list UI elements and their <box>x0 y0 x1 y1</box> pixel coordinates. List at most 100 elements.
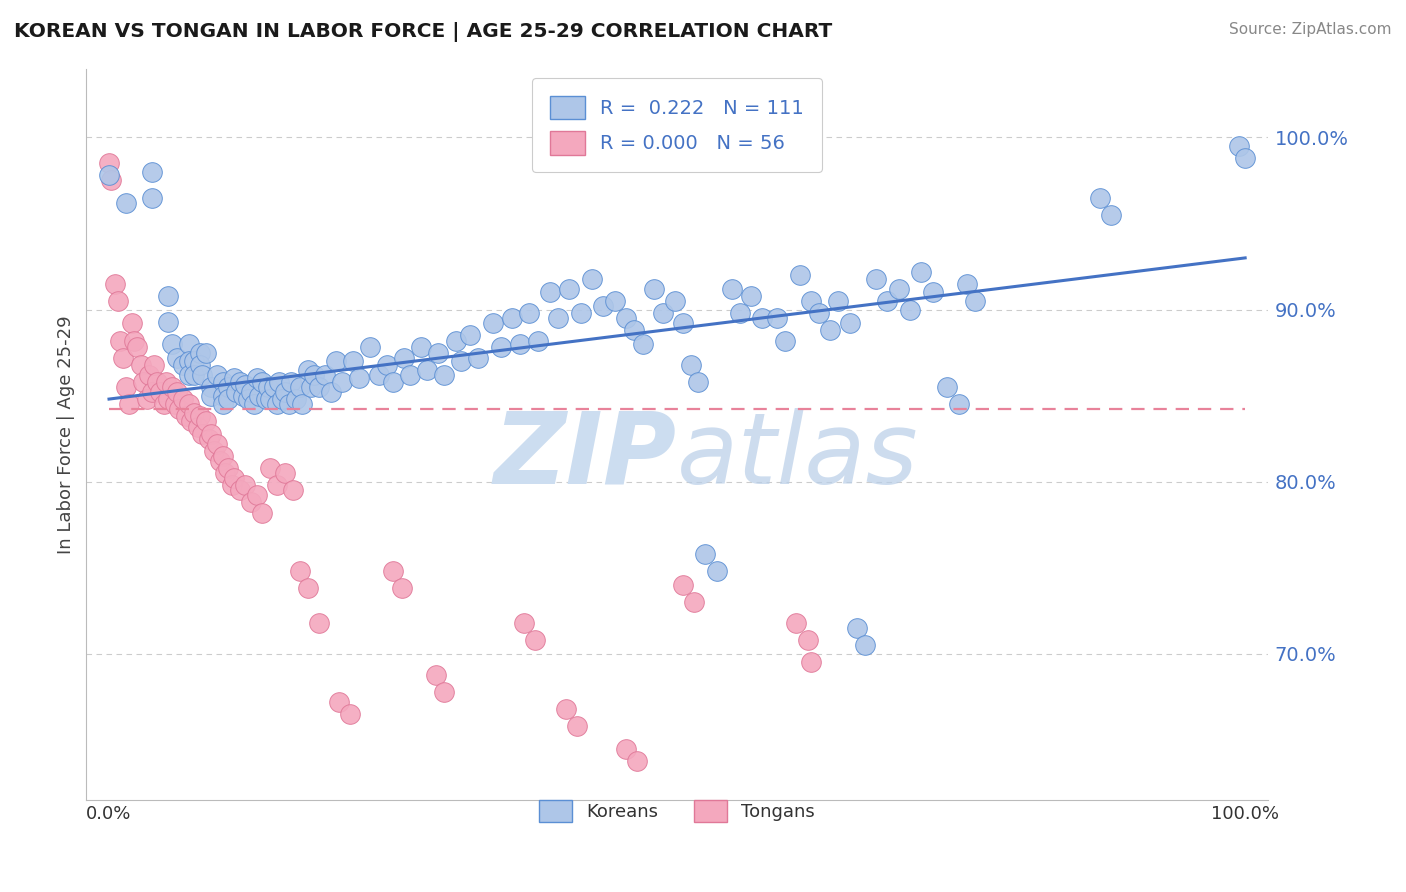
Point <box>188 345 211 359</box>
Point <box>581 271 603 285</box>
Point <box>240 385 263 400</box>
Point <box>152 397 174 411</box>
Text: Source: ZipAtlas.com: Source: ZipAtlas.com <box>1229 22 1392 37</box>
Point <box>222 471 245 485</box>
Point <box>936 380 959 394</box>
Point <box>183 354 205 368</box>
Point <box>342 354 364 368</box>
Point <box>217 392 239 406</box>
Point <box>217 461 239 475</box>
Point <box>623 323 645 337</box>
Point <box>132 375 155 389</box>
Point <box>547 311 569 326</box>
Point <box>427 345 450 359</box>
Point <box>865 271 887 285</box>
Point <box>433 368 456 382</box>
Point <box>191 368 214 382</box>
Point <box>808 306 831 320</box>
Point <box>191 426 214 441</box>
Point <box>177 354 200 368</box>
Point <box>686 375 709 389</box>
Point <box>524 633 547 648</box>
Point <box>211 397 233 411</box>
Point <box>512 615 534 630</box>
Point <box>614 741 637 756</box>
Point <box>643 282 665 296</box>
Point <box>180 414 202 428</box>
Point <box>1229 139 1251 153</box>
Point <box>274 466 297 480</box>
Point <box>270 392 292 406</box>
Point <box>111 351 134 365</box>
Point <box>921 285 943 300</box>
Point <box>359 340 381 354</box>
Point <box>308 615 330 630</box>
Point <box>281 483 304 498</box>
Point <box>288 564 311 578</box>
Point <box>347 371 370 385</box>
Point <box>1099 208 1122 222</box>
Point <box>172 358 194 372</box>
Point <box>948 397 970 411</box>
Point <box>766 311 789 326</box>
Point <box>247 389 270 403</box>
Point <box>280 375 302 389</box>
Point <box>672 316 695 330</box>
Point <box>259 461 281 475</box>
Point <box>246 371 269 385</box>
Point <box>614 311 637 326</box>
Point <box>558 282 581 296</box>
Point <box>100 173 122 187</box>
Point <box>263 380 285 394</box>
Point <box>98 156 121 170</box>
Point <box>592 299 614 313</box>
Point <box>115 195 138 210</box>
Point <box>399 368 422 382</box>
Point <box>141 165 163 179</box>
Point <box>554 702 576 716</box>
Point <box>297 363 319 377</box>
Point <box>631 337 654 351</box>
Point <box>876 293 898 308</box>
Point <box>121 316 143 330</box>
Point <box>205 368 228 382</box>
Point <box>626 754 648 768</box>
Point <box>143 358 166 372</box>
Point <box>679 358 702 372</box>
Point <box>728 306 751 320</box>
Point <box>800 293 823 308</box>
Point <box>157 315 180 329</box>
Point <box>314 368 336 382</box>
Point <box>652 306 675 320</box>
Point <box>211 449 233 463</box>
Point <box>339 707 361 722</box>
Point <box>211 389 233 403</box>
Point <box>328 695 350 709</box>
Point <box>425 667 447 681</box>
Point <box>166 385 188 400</box>
Point <box>104 277 127 291</box>
Point <box>222 371 245 385</box>
Point <box>266 397 288 411</box>
Point <box>232 389 254 403</box>
Point <box>141 385 163 400</box>
Point <box>269 375 291 389</box>
Legend: Koreans, Tongans: Koreans, Tongans <box>527 788 828 835</box>
Point <box>450 354 472 368</box>
Text: KOREAN VS TONGAN IN LABOR FORCE | AGE 25-29 CORRELATION CHART: KOREAN VS TONGAN IN LABOR FORCE | AGE 25… <box>14 22 832 42</box>
Point <box>898 302 921 317</box>
Point <box>200 389 222 403</box>
Point <box>138 368 160 382</box>
Point <box>838 316 860 330</box>
Point <box>695 547 717 561</box>
Point <box>519 306 541 320</box>
Point <box>565 719 588 733</box>
Point <box>169 402 191 417</box>
Point <box>285 392 308 406</box>
Point <box>135 392 157 406</box>
Y-axis label: In Labor Force | Age 25-29: In Labor Force | Age 25-29 <box>58 315 75 554</box>
Point <box>706 564 728 578</box>
Point <box>789 268 811 282</box>
Point <box>187 419 209 434</box>
Point <box>773 334 796 348</box>
